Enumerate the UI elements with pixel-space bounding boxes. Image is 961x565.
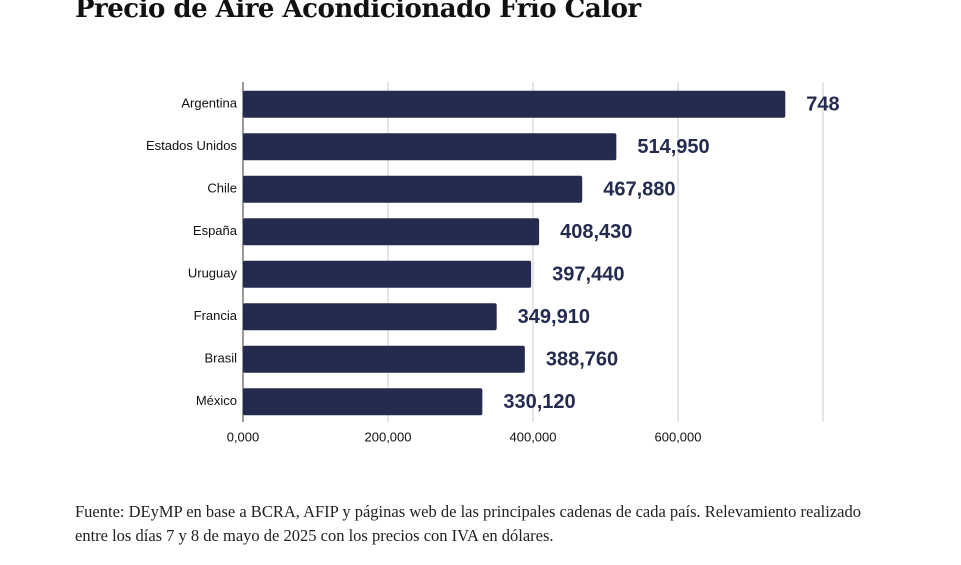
bar <box>243 133 617 161</box>
x-tick-label: 0,000 <box>227 429 260 444</box>
y-tick-label: Uruguay <box>188 266 238 281</box>
bar <box>243 218 540 246</box>
bar <box>243 90 786 118</box>
y-tick-label: Francia <box>194 308 238 323</box>
y-tick-label: Brasil <box>204 351 237 366</box>
value-label: 349,910 <box>518 306 590 328</box>
value-label: 330,120 <box>503 391 575 413</box>
bar <box>243 303 497 331</box>
x-tick-label: 200,000 <box>365 429 412 444</box>
chart: 0,000 200,000 400,000 600,000 Argentina 748 Es… <box>146 82 840 444</box>
x-tick-label: 600,000 <box>655 429 702 444</box>
y-tick-label: Argentina <box>181 96 237 111</box>
chart-title: Precio de Aire Acondicionado Frío Calor <box>75 0 641 24</box>
value-label: 514,950 <box>637 136 709 158</box>
y-tick-label: Chile <box>207 181 237 196</box>
value-label: 467,880 <box>603 179 675 201</box>
y-tick-label: España <box>193 223 238 238</box>
value-label: 408,430 <box>560 221 632 243</box>
value-label: 748 <box>806 94 839 116</box>
y-tick-label: Estados Unidos <box>146 138 238 153</box>
value-label: 388,760 <box>546 349 618 371</box>
y-tick-label: México <box>196 393 237 408</box>
bar <box>243 175 583 203</box>
x-tick-label: 400,000 <box>510 429 557 444</box>
bar <box>243 388 483 416</box>
value-label: 397,440 <box>552 264 624 286</box>
source-note: Fuente: DEyMP en base a BCRA, AFIP y pág… <box>75 502 861 545</box>
bar <box>243 345 525 373</box>
bar <box>243 260 532 288</box>
